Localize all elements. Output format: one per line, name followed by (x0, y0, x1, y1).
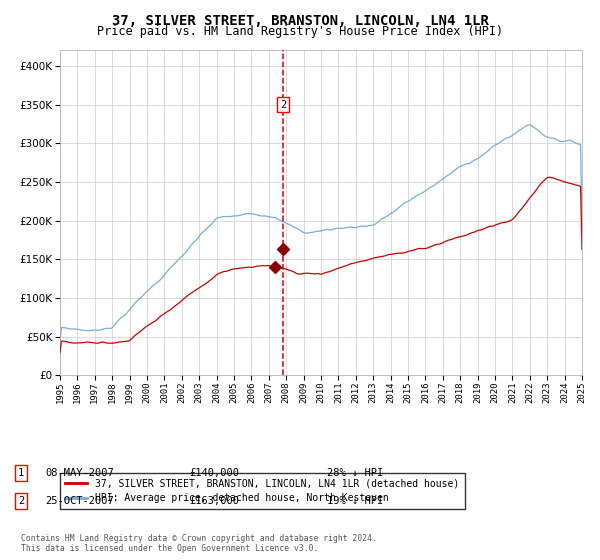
Text: 08-MAY-2007: 08-MAY-2007 (45, 468, 114, 478)
Legend: 37, SILVER STREET, BRANSTON, LINCOLN, LN4 1LR (detached house), HPI: Average pri: 37, SILVER STREET, BRANSTON, LINCOLN, LN… (59, 473, 465, 509)
Text: £140,000: £140,000 (189, 468, 239, 478)
Text: 25-OCT-2007: 25-OCT-2007 (45, 496, 114, 506)
Text: 1: 1 (18, 468, 24, 478)
Text: Price paid vs. HM Land Registry's House Price Index (HPI): Price paid vs. HM Land Registry's House … (97, 25, 503, 38)
Text: 19% ↓ HPI: 19% ↓ HPI (327, 496, 383, 506)
Text: 2: 2 (18, 496, 24, 506)
Text: 28% ↓ HPI: 28% ↓ HPI (327, 468, 383, 478)
Text: 37, SILVER STREET, BRANSTON, LINCOLN, LN4 1LR: 37, SILVER STREET, BRANSTON, LINCOLN, LN… (112, 14, 488, 28)
Text: £163,000: £163,000 (189, 496, 239, 506)
Text: Contains HM Land Registry data © Crown copyright and database right 2024.
This d: Contains HM Land Registry data © Crown c… (21, 534, 377, 553)
Text: 2: 2 (280, 100, 286, 110)
